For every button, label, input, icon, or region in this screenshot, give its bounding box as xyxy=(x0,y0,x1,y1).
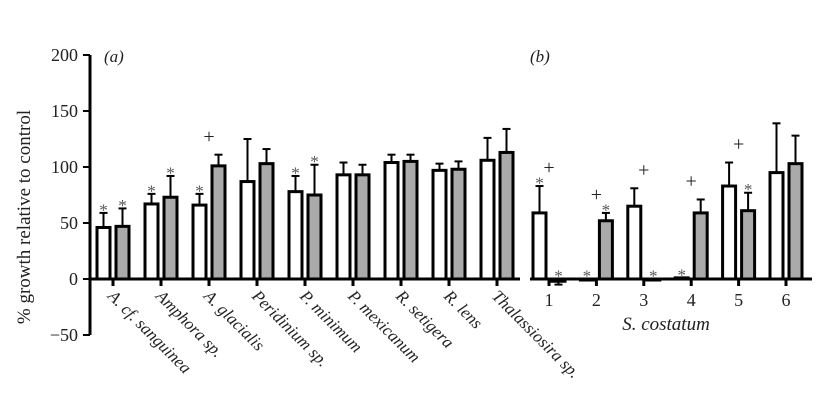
bar xyxy=(287,190,304,281)
plus-marker: + xyxy=(638,159,649,181)
bar xyxy=(143,202,160,281)
y-tick-label: 0 xyxy=(69,269,78,289)
bar xyxy=(306,193,323,281)
panel-label-a: (a) xyxy=(104,47,124,66)
bar xyxy=(258,162,275,281)
plus-marker: + xyxy=(686,171,697,193)
y-tick-label: 100 xyxy=(51,157,78,177)
panel-label-b: (b) xyxy=(530,47,550,66)
x-tick-label: R. lens xyxy=(439,286,486,333)
bar xyxy=(531,211,548,281)
significance-marker: * xyxy=(147,181,156,200)
x-tick-label: Thalassiosira sp. xyxy=(488,286,584,382)
bar xyxy=(597,219,614,281)
significance-marker: * xyxy=(649,266,658,285)
bar xyxy=(673,276,690,281)
significance-marker: * xyxy=(195,181,204,200)
bar xyxy=(383,161,400,281)
x-tick-label: 1 xyxy=(545,290,554,310)
significance-marker: * xyxy=(291,163,300,182)
x-tick-label: 2 xyxy=(592,290,601,310)
significance-marker: * xyxy=(166,163,175,182)
x-tick-label: 6 xyxy=(782,290,791,310)
bar xyxy=(191,203,208,281)
significance-marker: * xyxy=(744,180,753,199)
significance-marker: * xyxy=(535,173,544,192)
bar xyxy=(402,159,419,281)
bar xyxy=(162,195,179,281)
significance-marker: * xyxy=(602,200,611,219)
y-tick-label: 150 xyxy=(51,101,78,121)
y-axis-label: % growth relative to control xyxy=(14,110,35,324)
bar xyxy=(431,168,448,281)
x-axis-label-b: S. costatum xyxy=(622,314,710,335)
significance-marker: * xyxy=(583,266,592,285)
x-tick-label: 4 xyxy=(687,290,696,310)
bar xyxy=(645,277,662,282)
bar xyxy=(210,164,227,281)
bar xyxy=(578,277,595,282)
bar xyxy=(335,173,352,281)
plus-marker: + xyxy=(733,134,744,156)
plus-marker: + xyxy=(591,184,602,206)
significance-marker: * xyxy=(677,265,686,284)
bar xyxy=(768,171,785,281)
y-tick-label: 50 xyxy=(60,213,78,233)
plus-marker: + xyxy=(543,157,554,179)
bar xyxy=(626,204,643,281)
plus-marker: + xyxy=(203,126,214,148)
y-tick-label: −50 xyxy=(50,325,78,345)
bar xyxy=(740,209,757,281)
bar xyxy=(114,224,131,281)
bar xyxy=(787,162,804,281)
significance-marker: * xyxy=(118,196,127,215)
significance-marker: * xyxy=(554,266,563,285)
x-tick-label: A. cf. sanguinea xyxy=(103,286,195,378)
x-tick-label: 5 xyxy=(734,290,743,310)
bar xyxy=(450,167,467,281)
bar xyxy=(239,180,256,281)
y-tick-label: 200 xyxy=(51,45,78,65)
significance-marker: * xyxy=(310,152,319,171)
x-tick-label: 3 xyxy=(639,290,648,310)
bar xyxy=(479,158,496,281)
bar xyxy=(692,211,709,281)
bar xyxy=(354,173,371,281)
bar xyxy=(498,150,515,281)
significance-marker: * xyxy=(99,200,108,219)
bar xyxy=(95,225,112,281)
bar xyxy=(721,184,738,281)
